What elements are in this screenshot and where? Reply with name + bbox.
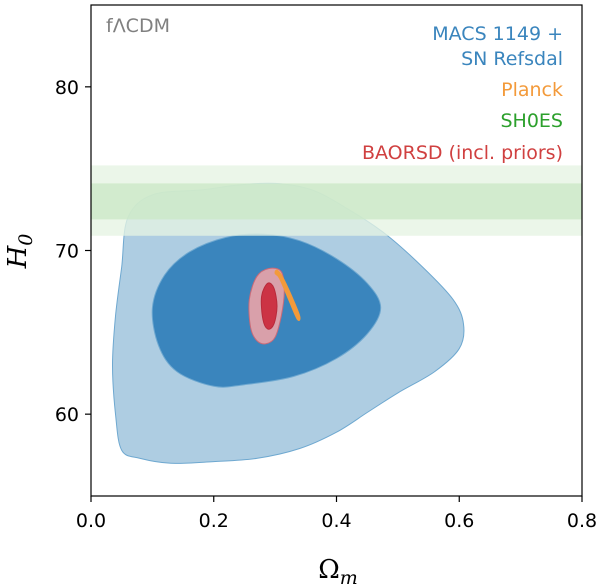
plot-area [91,165,582,464]
model-label: fΛCDM [106,15,170,37]
legend-entry: MACS 1149 + [432,23,563,45]
baorsd-1sigma-contour [260,282,278,330]
x-tick-label: 0.0 [76,510,106,532]
y-axis-label-subscript: 0 [15,234,37,246]
legend-entry: BAORSD (incl. priors) [362,142,563,164]
y-tick-label: 70 [55,241,79,263]
x-axis: 0.0 0.2 0.4 0.6 0.8 [76,496,597,532]
y-axis: 60 70 80 [55,77,91,426]
y-axis-label: H0 [3,234,37,270]
x-axis-label: Ωm [318,555,358,585]
legend: MACS 1149 + SN Refsdal Planck SH0ES BAORSD (… [362,23,563,164]
legend-entry: SN Refsdal [461,48,563,70]
planck-contour [274,269,301,321]
x-tick-label: 0.8 [567,510,597,532]
x-tick-label: 0.2 [199,510,229,532]
legend-entry: SH0ES [500,110,563,132]
y-axis-label-main: H [3,244,33,269]
y-tick-label: 80 [55,77,79,99]
x-tick-label: 0.6 [444,510,474,532]
x-axis-label-subscript: m [340,567,358,585]
x-axis-label-main: Ω [318,555,340,585]
legend-entry: Planck [501,79,563,101]
y-tick-label: 60 [55,404,79,426]
x-tick-label: 0.4 [321,510,351,532]
shoes-1sigma-band [91,183,582,220]
